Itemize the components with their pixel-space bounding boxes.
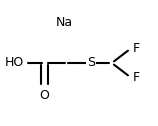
Text: F: F	[133, 71, 140, 84]
Text: F: F	[133, 42, 140, 55]
Text: Na: Na	[55, 16, 73, 29]
Text: HO: HO	[4, 56, 24, 70]
Text: O: O	[40, 89, 49, 102]
Text: S: S	[87, 56, 95, 70]
